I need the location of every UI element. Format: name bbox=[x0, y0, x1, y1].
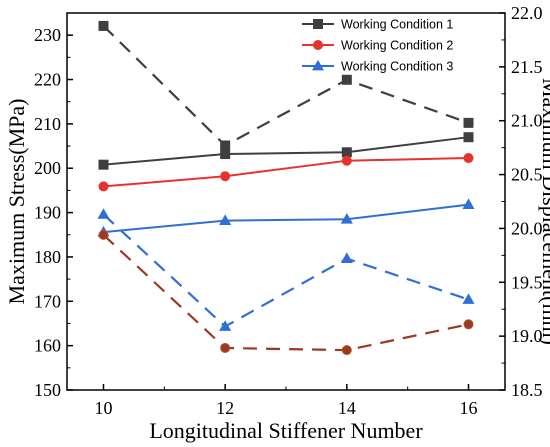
y-left-tick-label: 220 bbox=[34, 70, 61, 90]
data-point bbox=[98, 159, 109, 170]
data-point bbox=[341, 74, 352, 85]
y-left-tick-label: 180 bbox=[34, 247, 61, 267]
x-tick-label: 10 bbox=[95, 398, 113, 418]
y-left-tick-label: 230 bbox=[34, 25, 61, 45]
data-point bbox=[219, 320, 232, 331]
data-point bbox=[463, 153, 474, 164]
data-point bbox=[220, 171, 231, 182]
data-point bbox=[341, 345, 352, 356]
y-right-tick-label: 21.0 bbox=[511, 111, 543, 131]
y-left-tick-label: 170 bbox=[34, 291, 61, 311]
data-point bbox=[463, 117, 474, 128]
series-6-right-dashed bbox=[97, 208, 475, 331]
y-right-tick-label: 18.5 bbox=[511, 380, 543, 400]
y-axis-right-title: Maximum Displacement(mm) bbox=[538, 78, 550, 345]
x-axis-title: Longitudinal Stiffener Number bbox=[149, 418, 423, 443]
data-point bbox=[219, 214, 232, 225]
series-line bbox=[103, 203, 469, 234]
y-right-tick-label: 19.5 bbox=[511, 272, 543, 292]
axes-layer: 150 160 170 180 190 200 210 220 230 18.5 19.0 19.5 2… bbox=[34, 3, 543, 418]
y-right-tick-label: 20.5 bbox=[511, 165, 543, 185]
y-left-tick-label: 210 bbox=[34, 114, 61, 134]
series-1-left-solid bbox=[98, 132, 474, 170]
series-2-left-solid bbox=[98, 153, 474, 192]
series-line bbox=[102, 234, 469, 352]
series-line bbox=[103, 136, 469, 166]
series-line bbox=[102, 25, 469, 147]
plot-area bbox=[67, 13, 505, 390]
data-point bbox=[340, 213, 353, 224]
series-layer bbox=[97, 20, 475, 356]
data-point bbox=[220, 342, 231, 353]
data-point bbox=[98, 181, 109, 192]
series-line bbox=[103, 157, 469, 188]
x-tick-label: 16 bbox=[460, 398, 478, 418]
data-point bbox=[98, 229, 109, 240]
y-right-tick-label: 19.0 bbox=[511, 326, 543, 346]
legend-marker bbox=[313, 40, 323, 50]
y-left-tick-label: 200 bbox=[34, 158, 61, 178]
data-point bbox=[340, 252, 353, 263]
y-left-tick-label: 190 bbox=[34, 203, 61, 223]
y-left-tick-label: 160 bbox=[34, 336, 61, 356]
legend-item: Working Condition 2 bbox=[302, 39, 453, 53]
data-point bbox=[463, 132, 474, 143]
legend-marker bbox=[311, 59, 325, 71]
data-point bbox=[341, 147, 352, 158]
series-5-right-dashed bbox=[98, 229, 474, 356]
y-right-tick-label: 22.0 bbox=[511, 3, 543, 23]
data-point bbox=[341, 155, 352, 166]
y-left-tick-label: 150 bbox=[34, 380, 61, 400]
series-line bbox=[102, 213, 469, 328]
legend: Working Condition 1 Working Condition 2 Wo… bbox=[302, 18, 453, 74]
legend-label: Working Condition 3 bbox=[341, 60, 453, 74]
data-point bbox=[98, 20, 109, 31]
data-point bbox=[97, 208, 110, 219]
legend-item: Working Condition 3 bbox=[302, 60, 453, 74]
y-right-tick-label: 20.0 bbox=[511, 218, 543, 238]
series-4-right-dashed bbox=[98, 20, 474, 151]
legend-label: Working Condition 2 bbox=[341, 39, 453, 53]
data-point bbox=[220, 149, 231, 160]
legend-item: Working Condition 1 bbox=[302, 18, 453, 32]
data-point bbox=[462, 198, 475, 209]
data-point bbox=[463, 319, 474, 330]
data-point bbox=[220, 140, 231, 151]
plot-background bbox=[67, 13, 505, 390]
x-tick-label: 12 bbox=[216, 398, 234, 418]
x-tick-label: 14 bbox=[338, 398, 356, 418]
data-point bbox=[462, 293, 475, 304]
legend-label: Working Condition 1 bbox=[341, 18, 453, 32]
legend-marker bbox=[313, 19, 323, 29]
y-axis-left-title: Maximum Stress(MPa) bbox=[4, 99, 29, 305]
y-right-tick-label: 21.5 bbox=[511, 57, 543, 77]
